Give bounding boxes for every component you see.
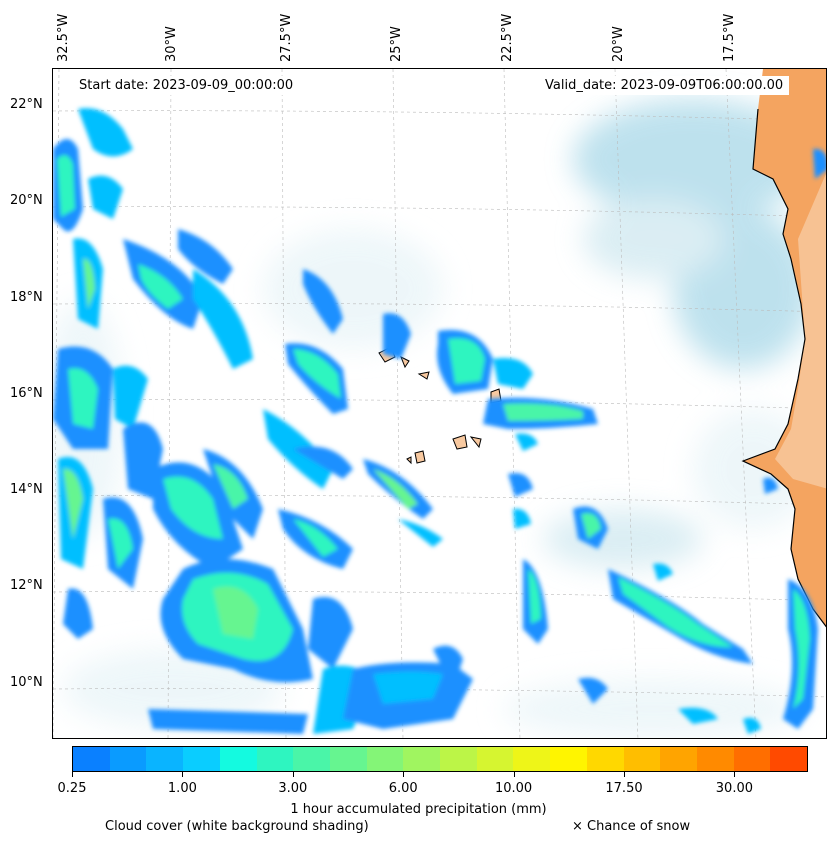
colorbar-tick-mark — [734, 772, 736, 777]
lat-label-10n: 10°N — [10, 675, 43, 690]
precipitation-colorbar — [72, 746, 808, 772]
colorbar-tick-mark — [624, 772, 625, 777]
colorbar-segment — [293, 747, 330, 771]
colorbar-segment — [146, 747, 184, 771]
lon-label-25w: 25°W — [389, 26, 404, 62]
precipitation-layer — [53, 108, 826, 734]
cloud-cover-note: Cloud cover (white background shading) — [105, 819, 369, 834]
colorbar-segment — [733, 747, 771, 771]
colorbar-segment — [476, 747, 514, 771]
colorbar-segment — [109, 747, 147, 771]
lat-label-20n: 20°N — [10, 193, 43, 208]
colorbar-segment — [586, 747, 624, 771]
colorbar-label: 1 hour accumulated precipitation (mm) — [290, 802, 547, 817]
colorbar-segment — [219, 747, 257, 771]
colorbar-tick-label: 3.00 — [278, 781, 308, 796]
lat-label-14n: 14°N — [10, 482, 43, 497]
colorbar-segment — [183, 747, 220, 771]
snow-chance-note: × Chance of snow — [572, 819, 691, 834]
lon-label-17-5w: 17.5°W — [722, 13, 737, 62]
colorbar-segment — [440, 747, 477, 771]
lat-label-16n: 16°N — [10, 386, 43, 401]
colorbar-tick-mark — [182, 772, 184, 777]
map-frame — [52, 68, 827, 739]
valid-date-label: Valid_date: 2023-09-09T06:00:00.00 — [539, 76, 790, 95]
colorbar-tick-mark — [513, 772, 515, 777]
lon-label-30w: 30°W — [164, 26, 179, 62]
lat-label-12n: 12°N — [10, 578, 43, 593]
lon-label-22-5w: 22.5°W — [500, 13, 515, 62]
colorbar-tick-label: 17.50 — [605, 781, 643, 796]
lat-label-18n: 18°N — [10, 290, 43, 305]
africa-land — [741, 69, 826, 628]
lon-label-27-5w: 27.5°W — [279, 13, 294, 62]
colorbar-segment — [366, 747, 404, 771]
colorbar-segment — [513, 747, 551, 771]
colorbar-tick-label: 0.25 — [57, 781, 87, 796]
colorbar-segment — [550, 747, 587, 771]
map-canvas — [53, 69, 826, 738]
colorbar-tick-mark — [72, 772, 73, 777]
colorbar-segment — [696, 747, 734, 771]
colorbar-tick-label: 1.00 — [167, 781, 197, 796]
colorbar-segment — [660, 747, 697, 771]
colorbar-tick-mark — [403, 772, 405, 777]
colorbar-segment — [329, 747, 367, 771]
colorbar-segment — [73, 747, 110, 771]
colorbar-segment — [623, 747, 661, 771]
colorbar-tick-mark — [292, 772, 294, 777]
lon-label-20w: 20°W — [611, 26, 626, 62]
start-date-label: Start date: 2023-09-09_00:00:00 — [73, 76, 300, 95]
colorbar-tick-label: 30.00 — [715, 781, 753, 796]
colorbar-tick-label: 10.00 — [494, 781, 533, 796]
colorbar-tick-label: 6.00 — [388, 781, 418, 796]
colorbar-segment — [256, 747, 294, 771]
lat-label-22n: 22°N — [10, 97, 43, 112]
colorbar-segment — [770, 747, 808, 771]
lon-label-32-5w: 32.5°W — [56, 13, 71, 62]
colorbar-segment — [403, 747, 441, 771]
